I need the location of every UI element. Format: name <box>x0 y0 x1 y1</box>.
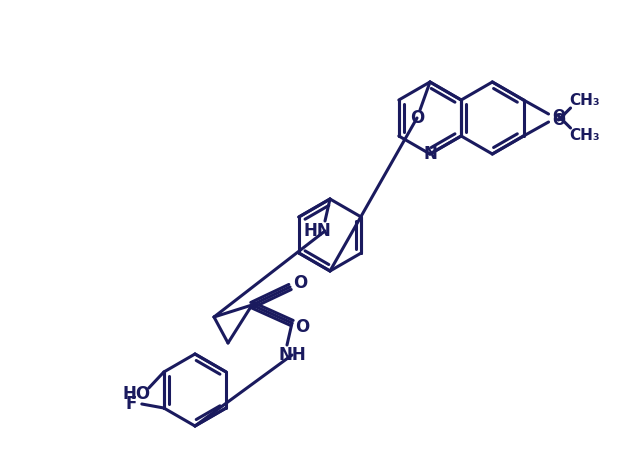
Text: CH₃: CH₃ <box>569 93 600 108</box>
Text: O: O <box>410 109 424 127</box>
Text: O: O <box>552 112 565 127</box>
Text: O: O <box>295 318 309 336</box>
Text: CH₃: CH₃ <box>569 128 600 143</box>
Text: O: O <box>293 274 307 292</box>
Text: NH: NH <box>278 346 306 364</box>
Text: O: O <box>552 109 565 124</box>
Text: HN: HN <box>303 222 331 240</box>
Text: F: F <box>125 395 136 413</box>
Text: N: N <box>423 145 437 163</box>
Text: HO: HO <box>123 385 151 403</box>
